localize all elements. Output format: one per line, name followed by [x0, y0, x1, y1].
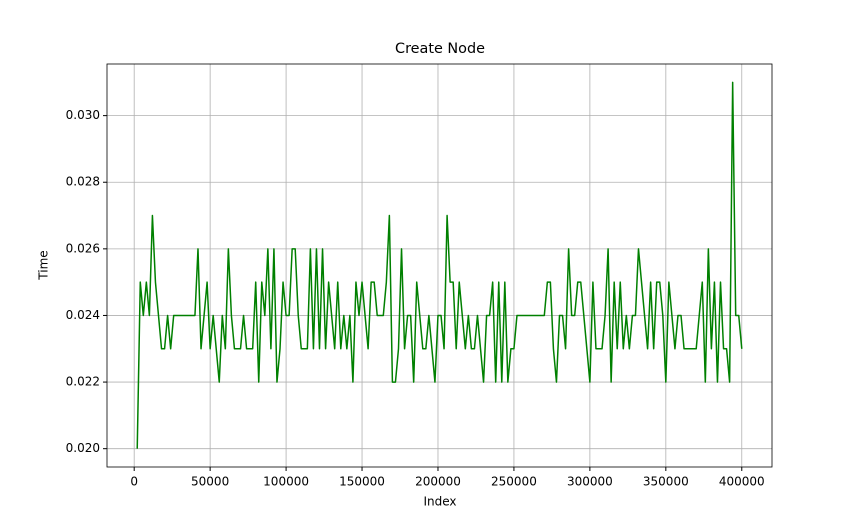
data-line [136, 81, 743, 449]
plot-frame [106, 63, 773, 468]
x-tick-label: 100000 [263, 475, 309, 489]
x-tick-label: 350000 [643, 475, 689, 489]
y-tick-label: 0.022 [66, 375, 100, 389]
x-tick-label: 150000 [339, 475, 385, 489]
y-axis-label: Time [37, 250, 51, 280]
y-tick-label: 0.024 [66, 308, 100, 322]
x-axis-label: Index [423, 495, 456, 509]
x-tick-label: 50000 [191, 475, 229, 489]
y-tick-label: 0.026 [66, 241, 100, 255]
y-tick-label: 0.020 [66, 441, 100, 455]
chart-title: Create Node [395, 41, 485, 57]
x-tick-label: 400000 [719, 475, 765, 489]
y-tick-label: 0.030 [66, 108, 100, 122]
x-tick-label: 200000 [415, 475, 461, 489]
x-tick-label: 300000 [567, 475, 613, 489]
x-tick-label: 0 [130, 475, 138, 489]
y-tick-label: 0.028 [66, 175, 100, 189]
x-tick-label: 250000 [491, 475, 537, 489]
